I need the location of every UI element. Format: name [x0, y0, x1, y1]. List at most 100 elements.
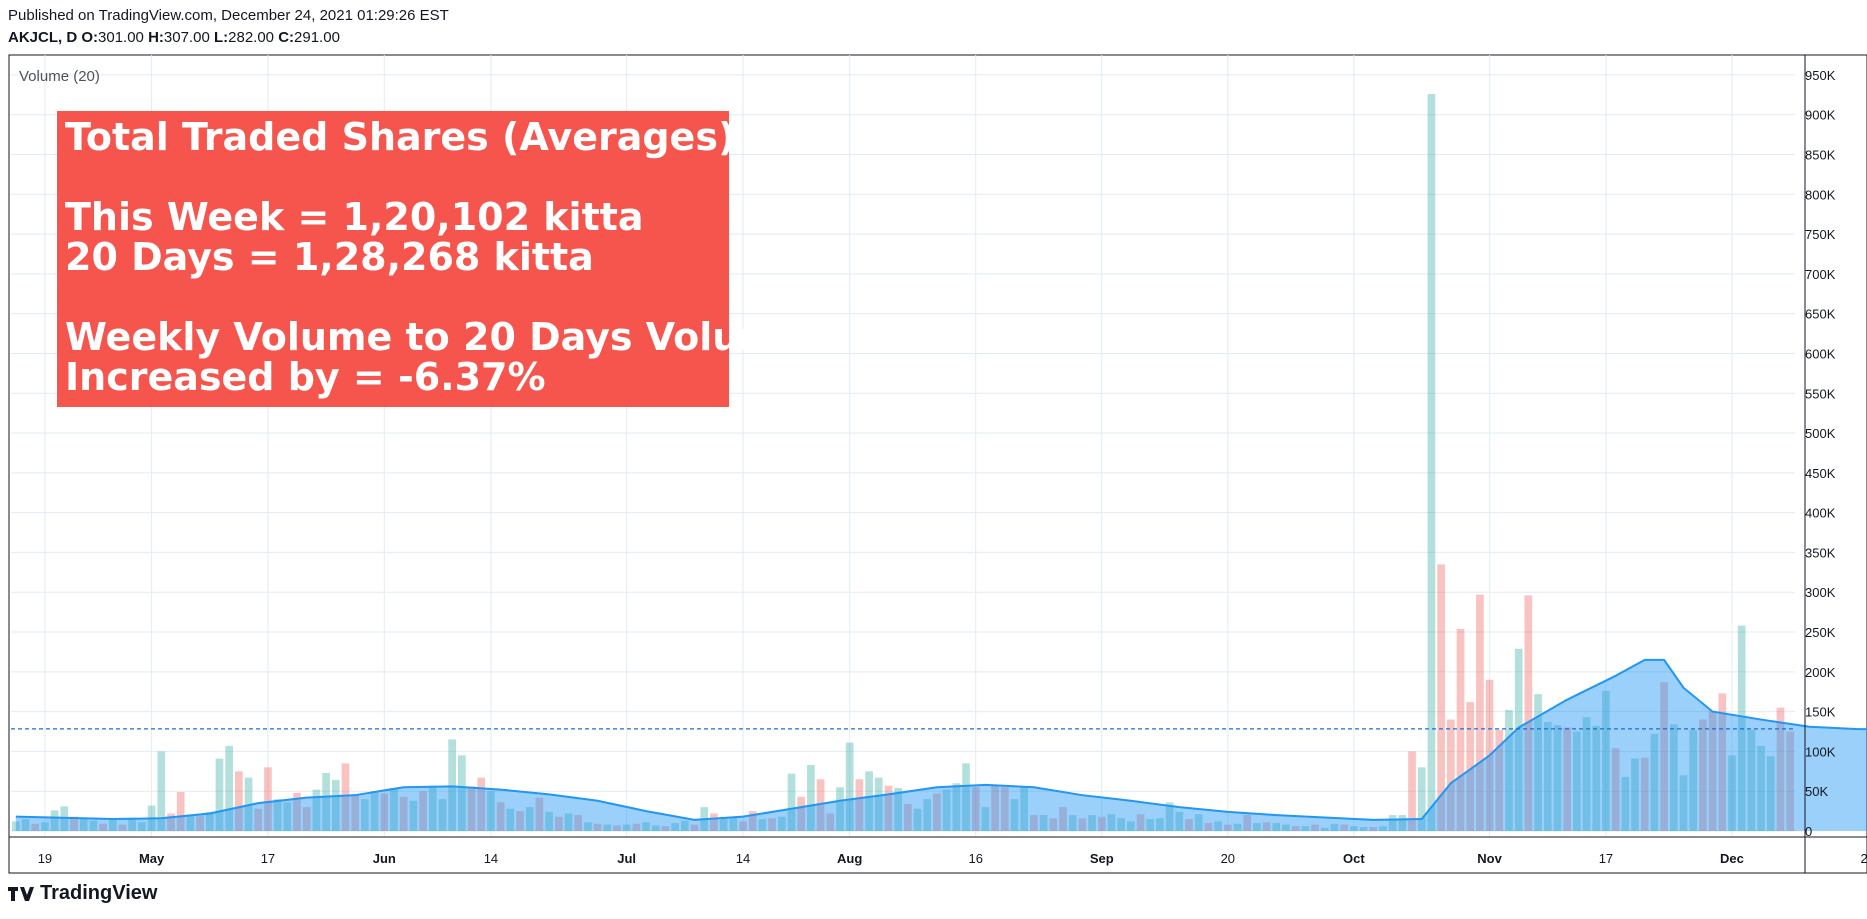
volume-bar: [1136, 814, 1145, 831]
volume-bar: [215, 758, 224, 831]
volume-bar: [89, 820, 98, 831]
volume-bar: [1165, 802, 1174, 831]
x-tick-label: 17: [261, 851, 275, 866]
x-tick-label: 19: [38, 851, 52, 866]
volume-bar: [196, 815, 204, 831]
volume-bar: [797, 796, 806, 831]
volume-bar: [1282, 824, 1290, 831]
volume-bar: [1078, 818, 1087, 831]
volume-bar: [564, 813, 573, 831]
low-label: L:: [213, 29, 229, 46]
volume-bar: [118, 824, 127, 831]
volume-bar: [186, 815, 195, 831]
volume-bar: [816, 779, 825, 831]
x-tick-label: Oct: [1343, 851, 1365, 866]
volume-bar: [1359, 827, 1368, 831]
volume-bar: [157, 751, 166, 831]
volume-bar: [79, 819, 88, 831]
volume-bar: [651, 825, 660, 831]
open-value: 301.00: [98, 29, 144, 46]
x-tick-label: Nov: [1477, 851, 1502, 866]
volume-bar: [264, 767, 272, 831]
volume-bar: [1660, 682, 1668, 831]
volume-bar: [1621, 776, 1630, 831]
volume-bar: [1175, 811, 1184, 831]
volume-bar: [1039, 815, 1048, 831]
volume-bar: [1301, 826, 1310, 831]
y-tick-label: 900K: [1805, 108, 1836, 123]
volume-bar: [1776, 707, 1785, 831]
volume-bar: [894, 788, 902, 831]
ma-line: [15, 658, 1867, 821]
y-tick-label: 400K: [1805, 506, 1836, 521]
volume-bar: [108, 819, 117, 831]
volume-bar: [981, 807, 990, 831]
volume-bar: [942, 789, 951, 831]
ma-fill: [15, 659, 1867, 831]
volume-bar: [1427, 93, 1436, 832]
volume-bar: [1146, 819, 1155, 831]
y-tick-label: 250K: [1805, 625, 1836, 640]
volume-bar: [1320, 827, 1329, 831]
volume-bar: [1476, 594, 1484, 831]
volume-bar: [1417, 767, 1426, 831]
volume-bar: [1369, 827, 1378, 831]
volume-bar: [1097, 816, 1106, 831]
volume-bar: [419, 791, 427, 831]
volume-bar: [1156, 818, 1164, 831]
volume-bar: [438, 799, 447, 831]
summary-ratio-label: Weekly Volume to 20 Days Volume: [65, 315, 805, 359]
volume-bar: [380, 793, 389, 831]
volume-bar: [506, 808, 515, 831]
volume-bar: [496, 802, 505, 831]
volume-bar: [1049, 818, 1058, 831]
volume-bar: [458, 755, 466, 831]
volume-bar: [448, 739, 456, 831]
volume-bar: [739, 821, 747, 831]
volume-bar: [991, 784, 999, 831]
x-tick-label: 17: [1599, 851, 1613, 866]
volume-bar: [1679, 775, 1688, 831]
volume-bar: [681, 820, 689, 831]
volume-bar: [874, 777, 883, 831]
volume-bar: [370, 791, 379, 831]
volume-bar: [826, 813, 835, 831]
volume-bar: [535, 797, 544, 831]
volume-bar: [1233, 823, 1242, 831]
volume-bar: [1030, 815, 1038, 831]
volume-bar: [283, 802, 292, 831]
y-tick-label: 150K: [1805, 705, 1836, 720]
tradingview-icon: [8, 886, 34, 901]
tradingview-logo[interactable]: TradingView: [8, 882, 157, 905]
volume-bar: [1194, 814, 1203, 831]
y-tick-label: 800K: [1805, 187, 1836, 202]
volume-bar: [1437, 564, 1445, 831]
volume-bar: [1592, 725, 1601, 831]
volume-bar: [1786, 731, 1794, 831]
volume-bar: [399, 796, 408, 831]
volume-bar: [1573, 731, 1581, 831]
volume-bar: [1669, 724, 1678, 831]
volume-bar: [138, 822, 146, 831]
volume-bar: [1495, 729, 1504, 831]
volume-bar: [971, 787, 980, 831]
brand-name: TradingView: [40, 882, 158, 904]
volume-bar: [1563, 727, 1571, 831]
volume-bar: [748, 811, 757, 831]
volume-bar: [235, 771, 243, 831]
volume-bar: [584, 822, 592, 831]
volume-bar: [1650, 733, 1659, 831]
volume-bar: [554, 816, 563, 831]
volume-bar: [302, 807, 311, 831]
volume-bar: [729, 816, 738, 831]
volume-bar: [322, 772, 330, 831]
volume-bar: [167, 813, 175, 831]
volume-bar: [128, 817, 137, 831]
volume-bar: [1505, 710, 1513, 831]
volume-bar: [1379, 826, 1387, 831]
volume-bar: [225, 745, 233, 831]
ohlc-legend: AKJCL, D O:301.00 H:307.00 L:282.00 C:29…: [8, 29, 340, 46]
volume-bar: [1117, 818, 1125, 831]
volume-bar: [1456, 628, 1465, 831]
volume-bar: [1020, 787, 1029, 831]
